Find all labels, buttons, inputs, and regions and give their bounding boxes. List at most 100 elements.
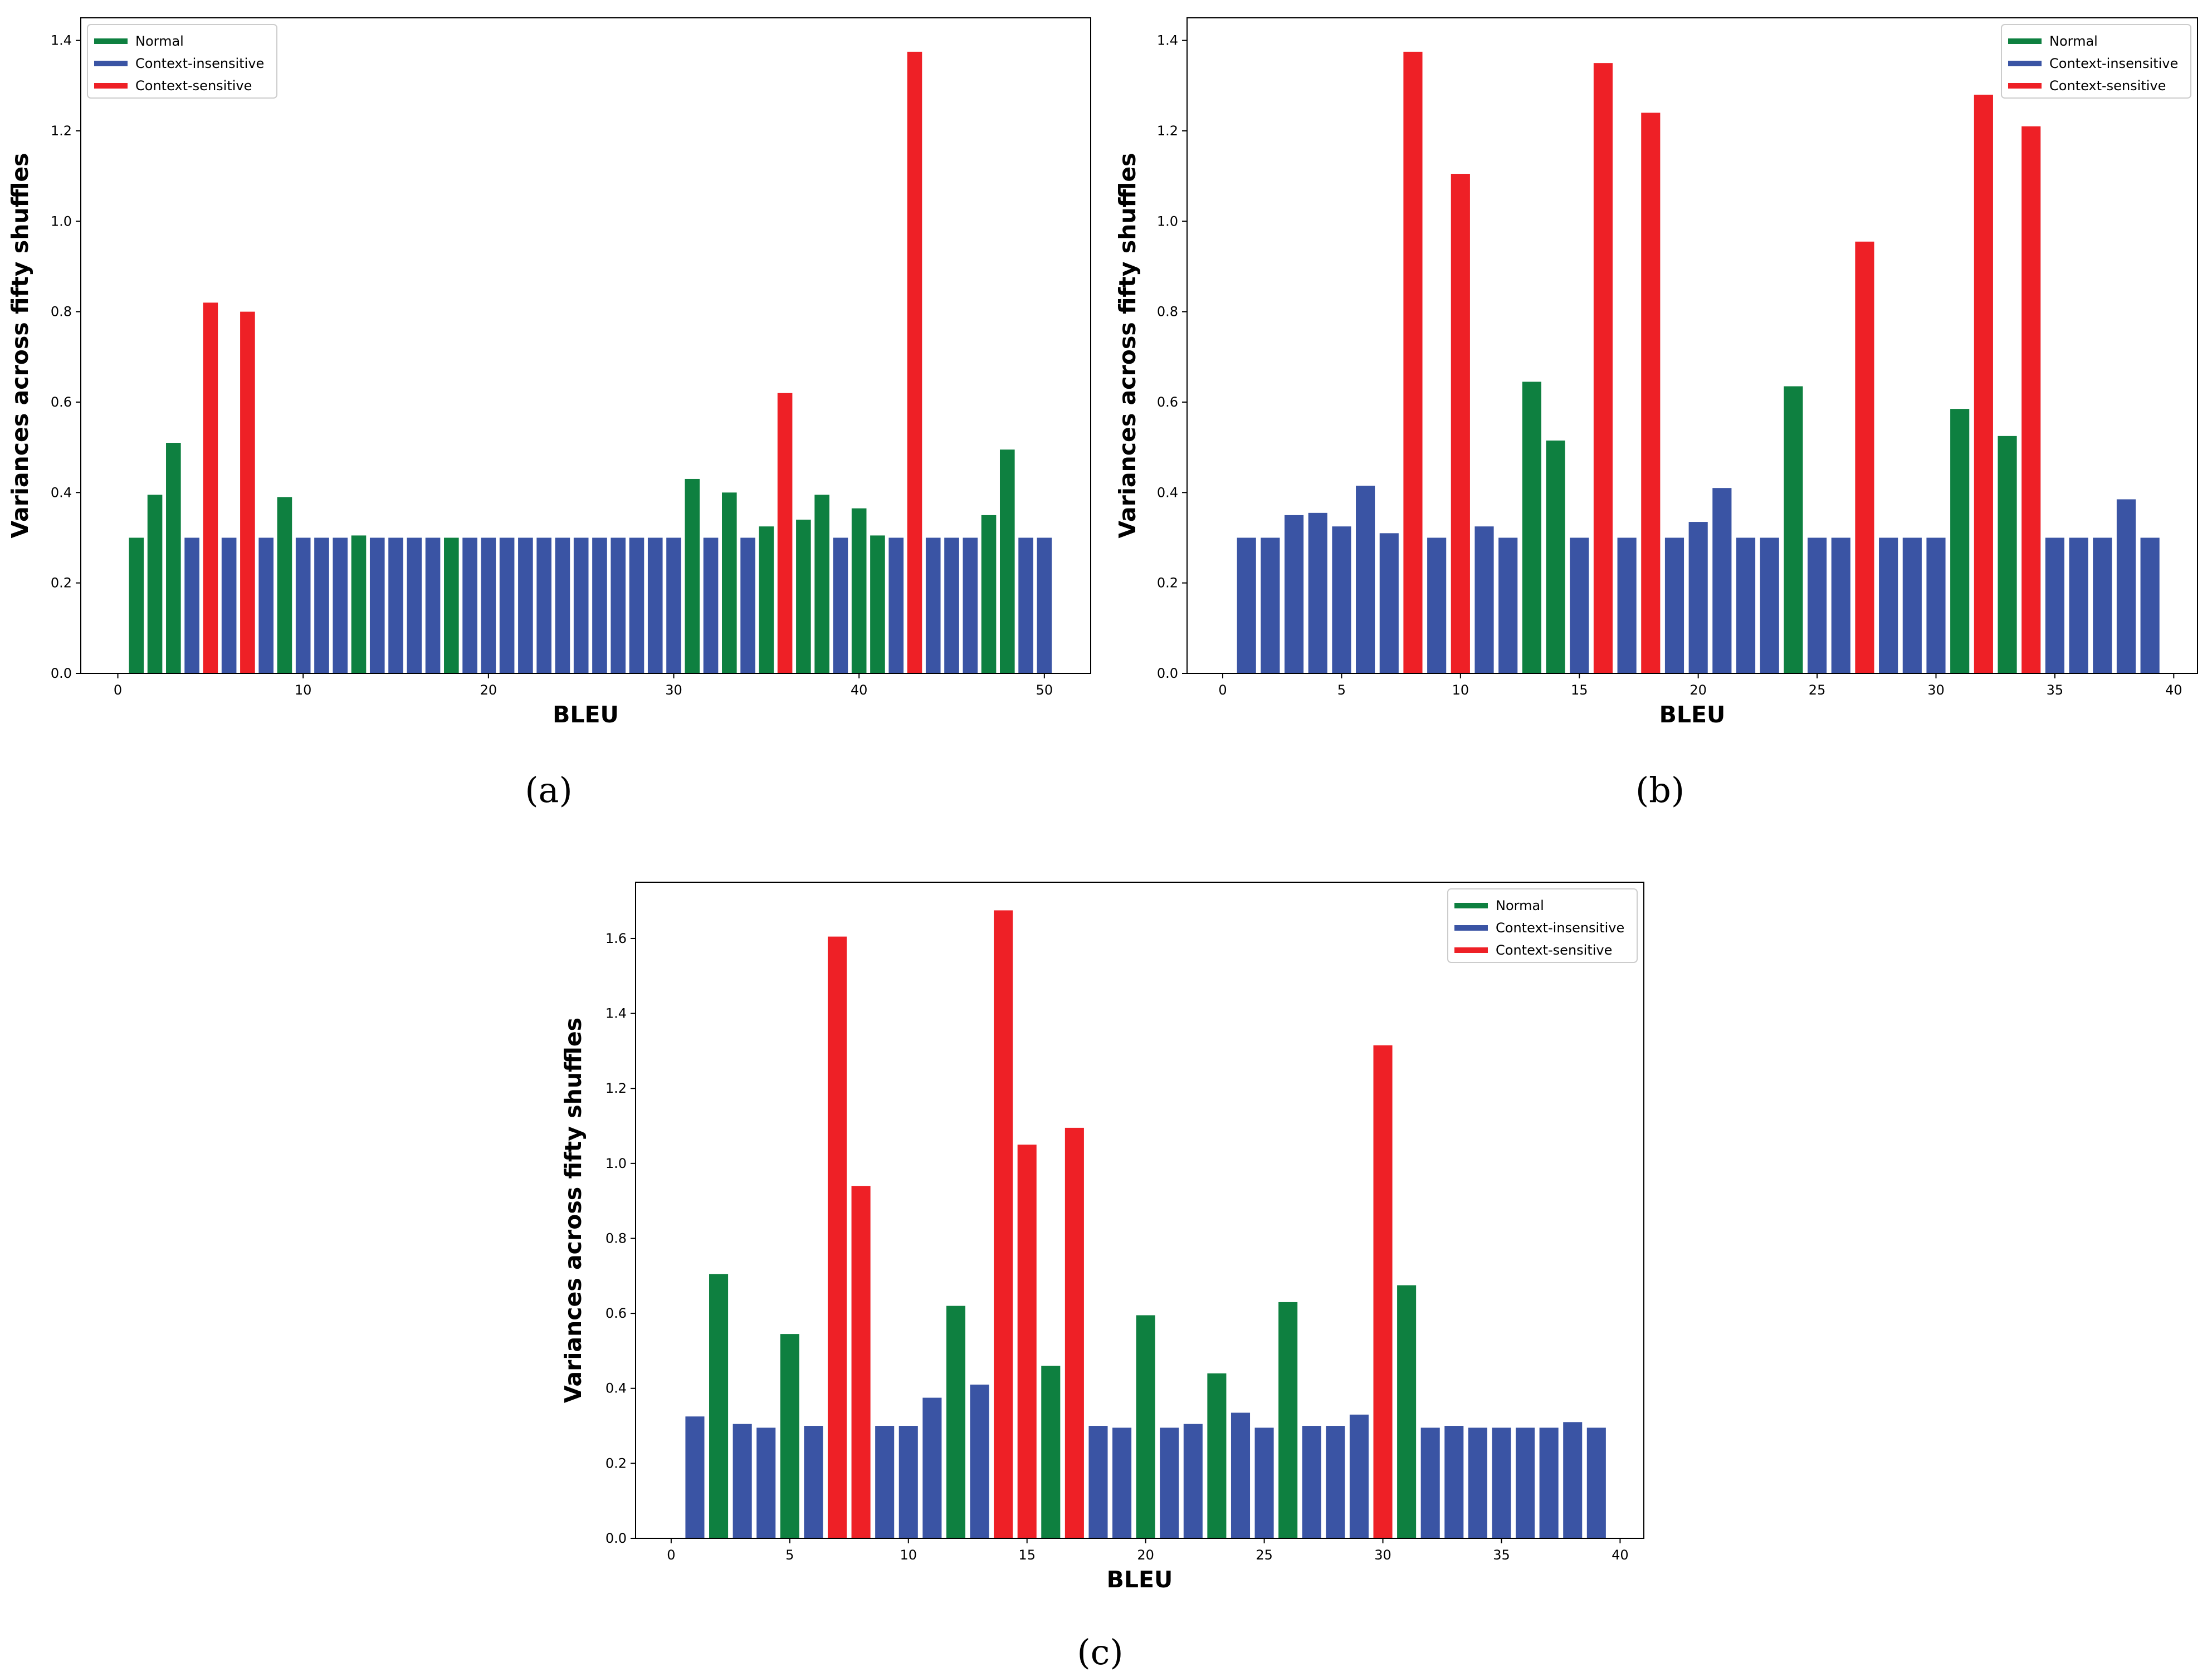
y-axis-title: Variances across fifty shuffles xyxy=(1114,153,1141,538)
x-tick-label: 25 xyxy=(1809,682,1826,698)
x-tick-label: 10 xyxy=(295,682,312,698)
bar-1 xyxy=(129,537,144,673)
y-tick-label: 0.8 xyxy=(51,304,72,320)
bar-37 xyxy=(2093,537,2112,673)
legend: Normal Context-insensitive Context-sensiti… xyxy=(87,24,277,99)
y-tick-label: 0.8 xyxy=(1157,304,1178,320)
x-tick-label: 0 xyxy=(667,1547,675,1563)
bar-15 xyxy=(1017,1145,1037,1538)
bar-28 xyxy=(1326,1426,1345,1538)
bar-29 xyxy=(1902,537,1922,673)
panel-caption: (a) xyxy=(525,770,572,810)
x-axis-title: BLEU xyxy=(1107,1566,1173,1593)
bar-25 xyxy=(1808,537,1827,673)
bar-6 xyxy=(221,537,237,673)
x-tick-label: 5 xyxy=(785,1547,794,1563)
bar-23 xyxy=(1760,537,1779,673)
legend-box xyxy=(2001,24,2191,99)
x-tick-label: 35 xyxy=(1493,1547,1510,1563)
y-tick-label: 1.2 xyxy=(51,123,72,139)
bar-41 xyxy=(870,535,885,673)
y-tick-label: 0.2 xyxy=(51,575,72,591)
bar-20 xyxy=(1688,522,1708,673)
bar-16 xyxy=(1041,1366,1061,1538)
x-tick-label: 50 xyxy=(1036,682,1053,698)
bar-35 xyxy=(759,526,774,673)
legend-label: Normal xyxy=(1496,898,1544,913)
bar-34 xyxy=(2021,126,2041,674)
bar-33 xyxy=(722,492,737,673)
x-tick-label: 30 xyxy=(1374,1547,1391,1563)
legend-box xyxy=(87,24,277,99)
bar-14 xyxy=(994,910,1013,1538)
bar-3 xyxy=(1284,515,1304,673)
bar-33 xyxy=(1998,436,2017,673)
x-tick-label: 30 xyxy=(665,682,682,698)
bar-48 xyxy=(999,449,1015,673)
legend-label: Context-sensitive xyxy=(135,78,252,94)
bar-49 xyxy=(1018,537,1033,673)
y-tick-label: 1.0 xyxy=(606,1156,627,1171)
bar-12 xyxy=(1498,537,1518,673)
bar-10 xyxy=(899,1426,918,1538)
bar-24 xyxy=(555,537,570,673)
bar-38 xyxy=(814,495,829,673)
bar-2 xyxy=(709,1274,729,1538)
bar-35 xyxy=(1492,1427,1511,1538)
y-tick-label: 0.6 xyxy=(1157,394,1178,410)
x-tick-label: 10 xyxy=(1452,682,1469,698)
bar-18 xyxy=(1641,113,1661,674)
bar-44 xyxy=(925,537,941,673)
legend-label: Context-sensitive xyxy=(2049,78,2166,94)
bar-7 xyxy=(827,936,847,1538)
bar-26 xyxy=(592,537,607,673)
bar-7 xyxy=(1379,533,1399,673)
y-tick-label: 0.2 xyxy=(1157,575,1178,591)
y-tick-label: 1.6 xyxy=(606,931,627,946)
bar-14 xyxy=(1546,440,1565,673)
axes-frame xyxy=(1186,17,2198,674)
legend: Normal Context-insensitive Context-sensiti… xyxy=(1447,888,1638,963)
bar-29 xyxy=(647,537,663,673)
bar-33 xyxy=(1444,1426,1464,1538)
bar-20 xyxy=(1136,1315,1155,1538)
chart-panel-3: 0 5 10 15 20 25 30 35 40 0.0 0.2 0.4 0.6 0.8 1.0 1.2 1.4… xyxy=(560,882,1644,1673)
y-tick-label: 1.0 xyxy=(51,213,72,229)
bar-7 xyxy=(240,311,255,673)
bar-34 xyxy=(1468,1427,1487,1538)
y-axis-title: Variances across fifty shuffles xyxy=(7,153,33,538)
bar-40 xyxy=(851,508,867,673)
x-axis-title: BLEU xyxy=(1659,701,1726,728)
bar-23 xyxy=(1207,1373,1227,1538)
bar-32 xyxy=(1420,1427,1440,1538)
bar-21 xyxy=(1160,1427,1179,1538)
y-tick-label: 1.0 xyxy=(1157,213,1178,229)
y-tick-label: 0.4 xyxy=(51,485,72,500)
bar-13 xyxy=(970,1385,989,1538)
x-tick-label: 15 xyxy=(1018,1547,1036,1563)
x-tick-label: 35 xyxy=(2047,682,2064,698)
y-tick-label: 0.6 xyxy=(606,1306,627,1321)
bar-32 xyxy=(1974,94,1993,673)
y-tick-label: 0.0 xyxy=(1157,666,1178,681)
chart-panel-2: 0 5 10 15 20 25 30 35 40 0.0 0.2 0.4 0.6 0.8 1.0 1.2 1.4… xyxy=(1114,17,2198,810)
bar-27 xyxy=(1855,241,1874,673)
bar-5 xyxy=(203,302,218,673)
bar-14 xyxy=(369,537,385,673)
bar-25 xyxy=(573,537,589,673)
bar-42 xyxy=(888,537,904,673)
bar-10 xyxy=(295,537,311,673)
legend-label: Context-insensitive xyxy=(1496,920,1624,936)
x-tick-label: 20 xyxy=(1689,682,1707,698)
bar-17 xyxy=(425,537,441,673)
bar-29 xyxy=(1349,1414,1369,1538)
bar-15 xyxy=(388,537,403,673)
bar-4 xyxy=(1308,512,1327,673)
bar-19 xyxy=(1664,537,1684,673)
bar-16 xyxy=(1593,63,1613,674)
legend-label: Normal xyxy=(2049,33,2098,49)
bar-3 xyxy=(733,1424,752,1538)
bar-23 xyxy=(536,537,551,673)
bar-25 xyxy=(1254,1427,1274,1538)
